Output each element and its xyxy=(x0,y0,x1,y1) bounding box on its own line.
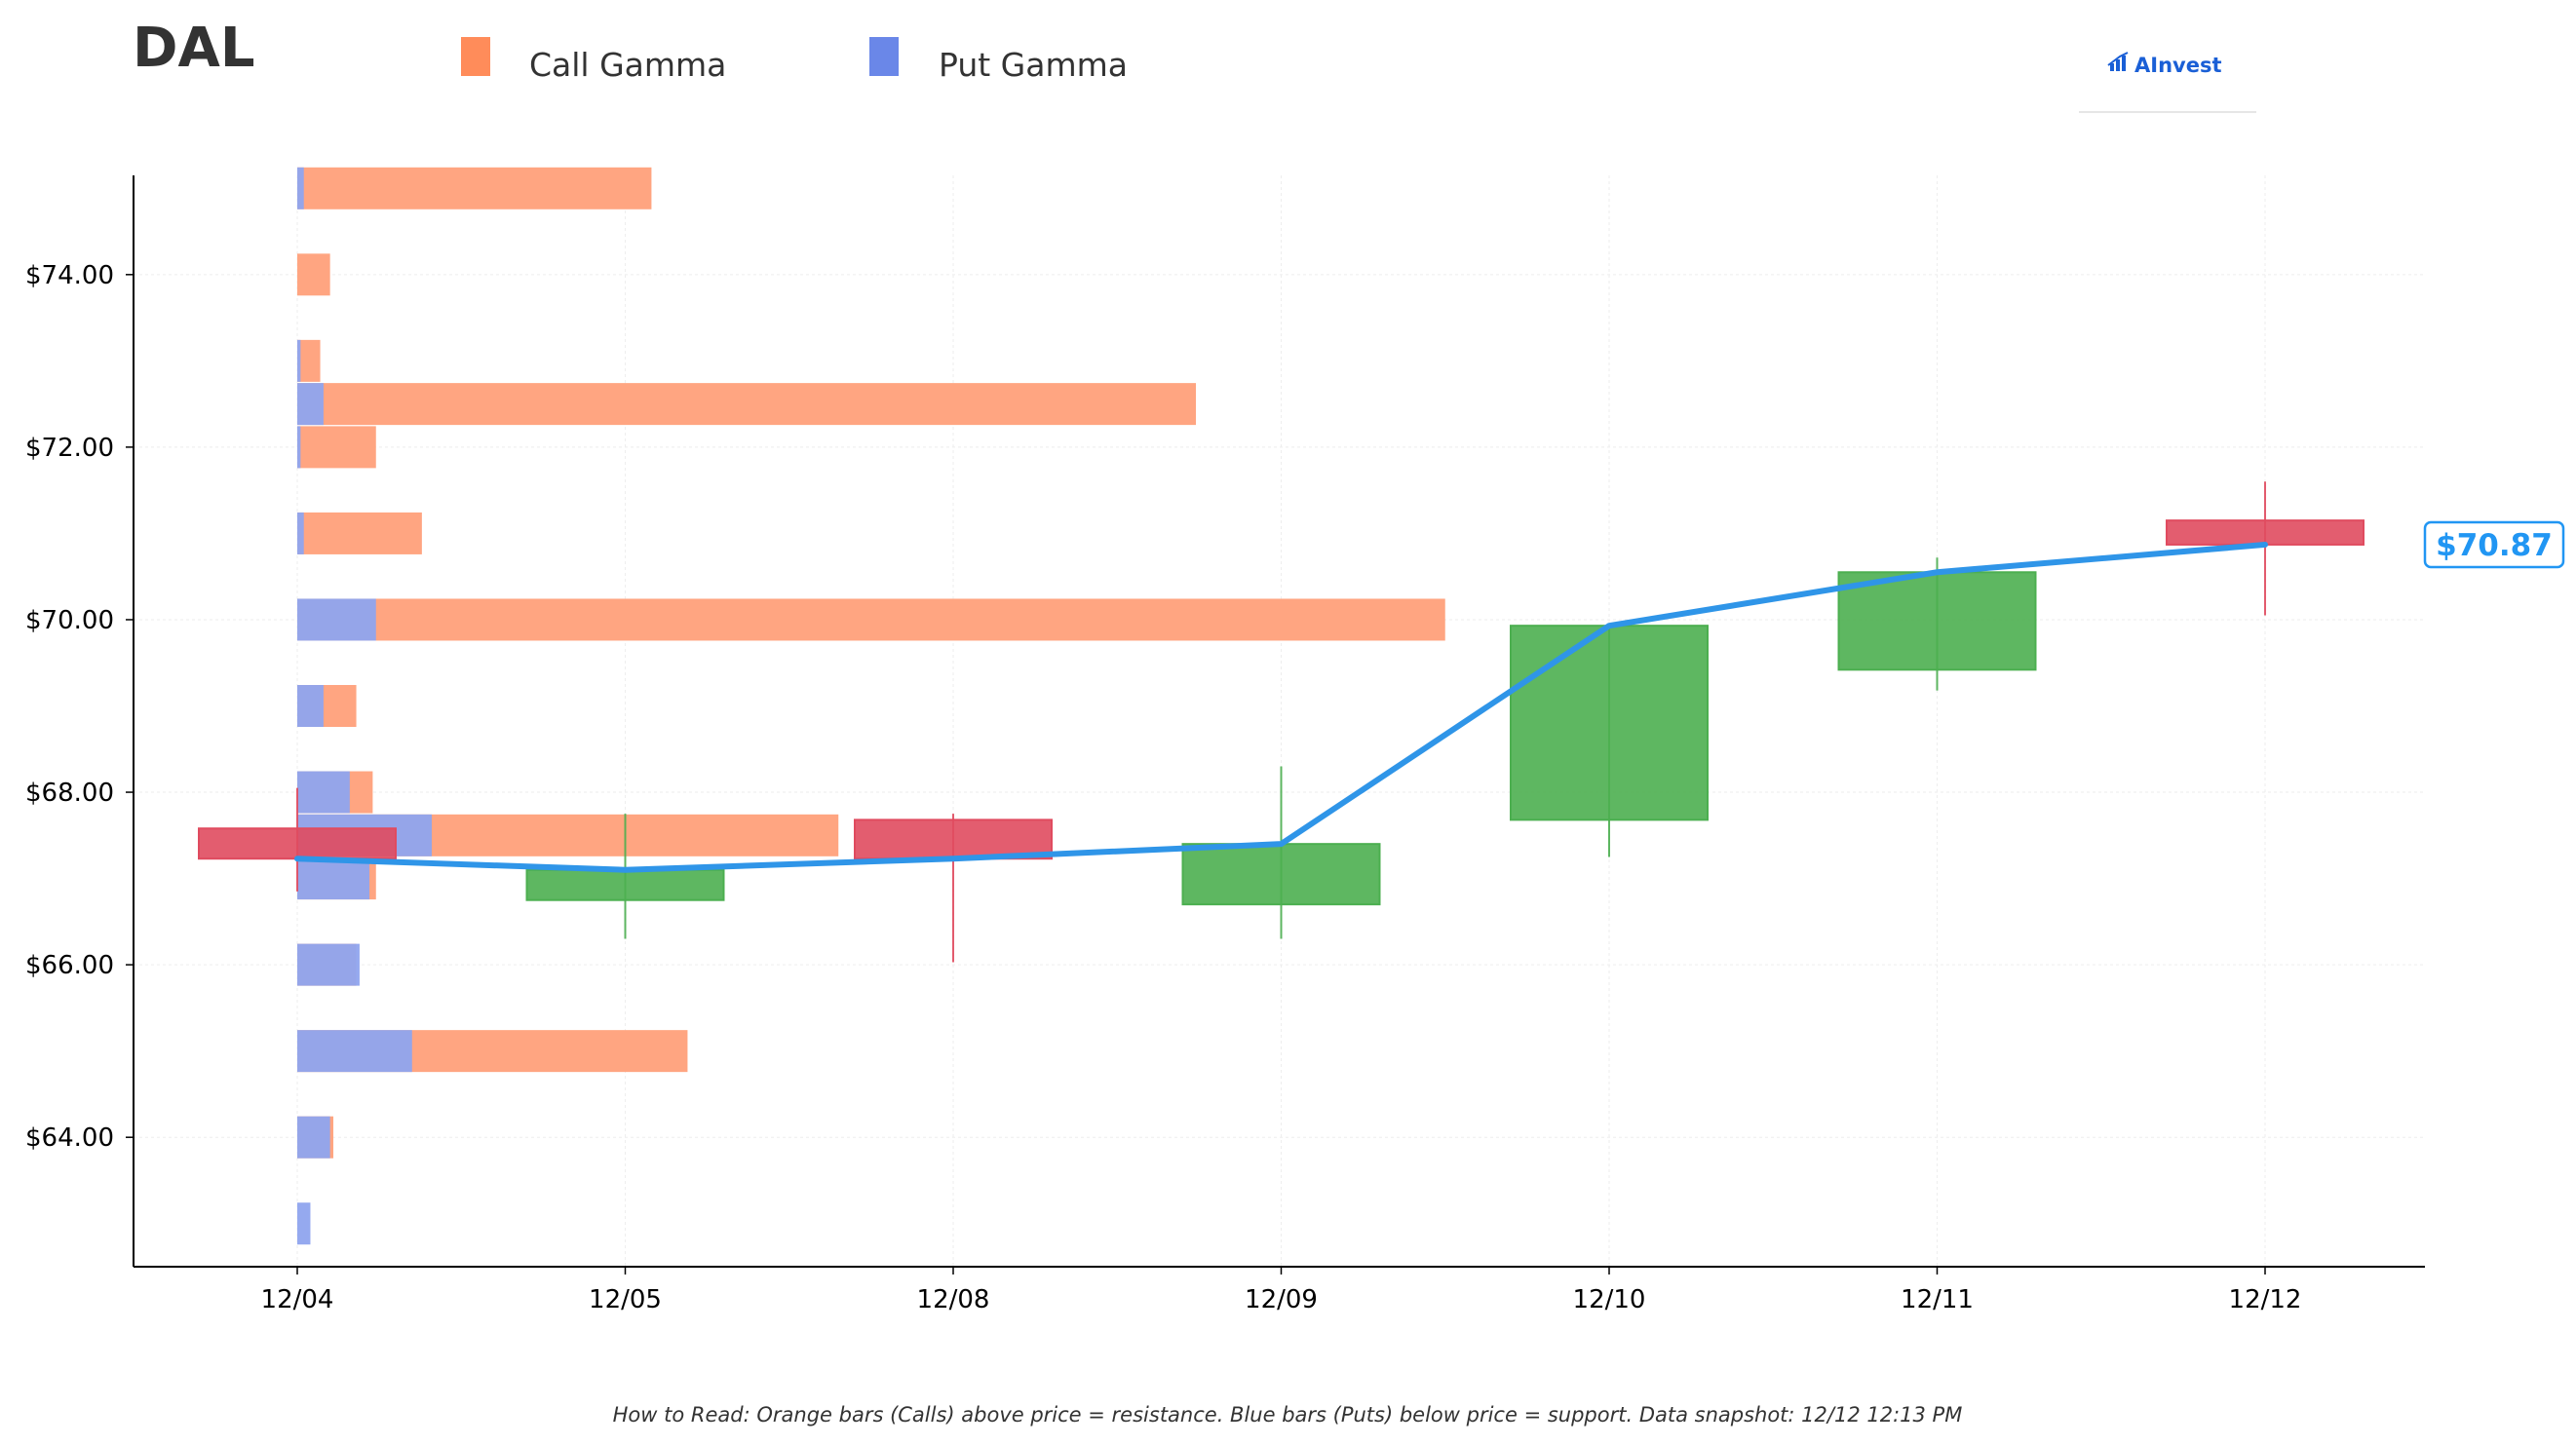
ainvest-logo-text: AInvest xyxy=(2134,54,2222,77)
candle-body-4 xyxy=(1510,625,1709,821)
put-gamma-bar-12 xyxy=(297,1030,412,1073)
put-gamma-bar-0 xyxy=(297,167,304,209)
candle-body-0 xyxy=(198,827,397,860)
legend: Call Gamma Put Gamma xyxy=(461,37,1128,84)
put-gamma-bar-14 xyxy=(297,1202,311,1245)
put-gamma-bar-8 xyxy=(297,771,350,814)
call-gamma-bar-2 xyxy=(297,339,321,382)
y-tick-label-0: $64.00 xyxy=(25,1123,114,1153)
current-price-marker: $70.87 xyxy=(2423,520,2565,569)
current-price-box xyxy=(2423,520,2565,569)
footnote: How to Read: Orange bars (Calls) above p… xyxy=(613,1403,1963,1427)
call-gamma-bar-5 xyxy=(297,512,422,554)
put-gamma-bar-3 xyxy=(297,383,324,426)
put-gamma-bar-11 xyxy=(297,943,360,986)
x-tick-label-6: 12/12 xyxy=(2229,1285,2302,1314)
x-tick-label-0: 12/04 xyxy=(261,1285,334,1314)
close-price-line xyxy=(294,541,2268,873)
candle-body-6 xyxy=(2166,519,2365,546)
candle-body-5 xyxy=(1837,571,2037,671)
candle-body-2 xyxy=(854,818,1053,860)
call-gamma-bar-1 xyxy=(297,253,330,296)
legend-put-label: Put Gamma xyxy=(939,46,1128,84)
put-gamma-bar-7 xyxy=(297,685,324,728)
axes: $64.00 $66.00 $68.00 $70.00 $72.00 $74.00 12/0… xyxy=(25,175,2425,1314)
ainvest-logo: AInvest xyxy=(2079,52,2256,113)
x-tick-label-1: 12/05 xyxy=(589,1285,662,1314)
call-gamma-bar-3 xyxy=(297,383,1197,426)
y-tick-label-1: $66.00 xyxy=(25,951,114,980)
close-line-layer xyxy=(294,541,2268,873)
x-tick-label-2: 12/08 xyxy=(917,1285,990,1314)
put-gamma-bar-6 xyxy=(297,598,376,641)
y-tick-label-2: $68.00 xyxy=(25,779,114,808)
legend-put-swatch xyxy=(869,37,899,76)
gamma-bars xyxy=(297,167,1445,1245)
y-tick-label-3: $70.00 xyxy=(25,606,114,635)
put-gamma-bar-5 xyxy=(297,512,304,554)
x-tick-label-5: 12/11 xyxy=(1901,1285,1974,1314)
current-price-label: $70.87 xyxy=(2436,528,2553,563)
x-tick-label-4: 12/10 xyxy=(1573,1285,1646,1314)
put-gamma-bar-4 xyxy=(297,426,301,469)
candles xyxy=(198,481,2365,963)
call-gamma-bar-4 xyxy=(297,426,376,469)
candle-body-3 xyxy=(1181,843,1381,906)
y-tick-label-4: $72.00 xyxy=(25,434,114,463)
x-tick-label-3: 12/09 xyxy=(1245,1285,1318,1314)
legend-call-label: Call Gamma xyxy=(529,46,726,84)
grid xyxy=(134,175,2425,1267)
call-gamma-bar-0 xyxy=(297,167,652,209)
ainvest-logo-icon xyxy=(2107,52,2129,71)
y-tick-label-5: $74.00 xyxy=(25,261,114,290)
legend-call-swatch xyxy=(461,37,490,76)
call-gamma-bar-6 xyxy=(297,598,1445,641)
ticker-title: DAL xyxy=(133,17,255,80)
put-gamma-bar-13 xyxy=(297,1116,330,1159)
put-gamma-bar-10 xyxy=(297,857,370,900)
candle-body-1 xyxy=(525,868,725,901)
put-gamma-bar-2 xyxy=(297,339,301,382)
